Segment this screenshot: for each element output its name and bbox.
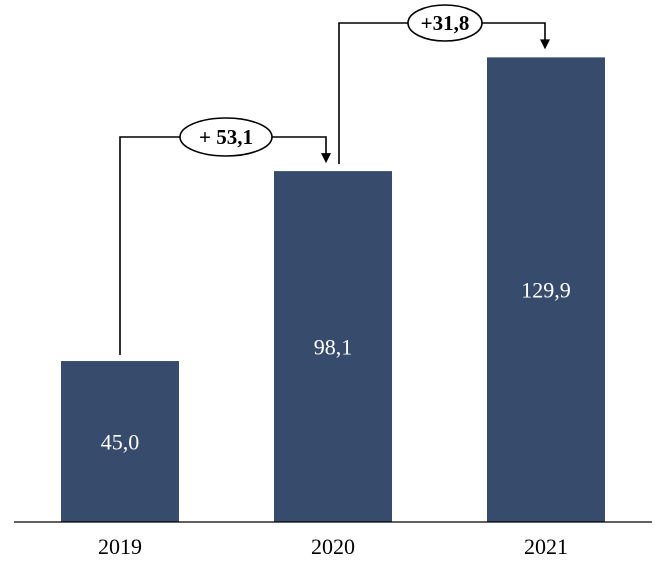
arrow-down-icon bbox=[321, 153, 331, 164]
growth-annotation: + 53,1 bbox=[119, 117, 331, 356]
delta-label: + 53,1 bbox=[199, 125, 253, 149]
delta-bubble bbox=[407, 4, 483, 42]
delta-label: +31,8 bbox=[421, 11, 470, 35]
x-tick-label: 2021 bbox=[524, 534, 568, 559]
bar-2019 bbox=[61, 361, 179, 522]
x-tick-label: 2020 bbox=[311, 534, 355, 559]
arrow-down-icon bbox=[540, 39, 550, 50]
delta-bubble bbox=[179, 117, 273, 157]
data-label: 129,9 bbox=[521, 278, 571, 303]
growth-annotation: +31,8 bbox=[338, 4, 550, 165]
data-label: 98,1 bbox=[314, 335, 353, 360]
data-label: 45,0 bbox=[101, 430, 140, 455]
x-tick-label: 2019 bbox=[98, 534, 142, 559]
bar-2021 bbox=[487, 57, 605, 522]
bar-2020 bbox=[274, 171, 392, 522]
